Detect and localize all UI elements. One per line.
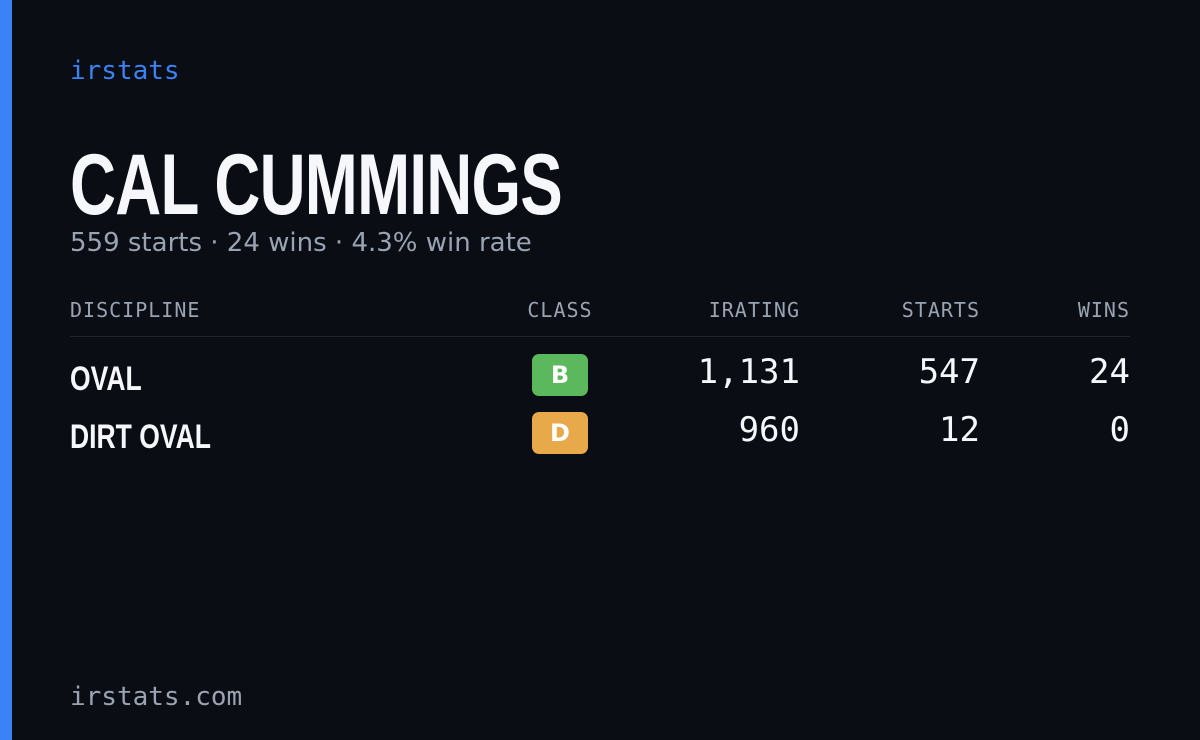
discipline: OVAL bbox=[70, 360, 142, 398]
starts: 547 bbox=[918, 352, 980, 392]
class-badge: D bbox=[532, 412, 588, 454]
header-rule bbox=[70, 336, 1130, 337]
driver-name: CAL CUMMINGS bbox=[70, 137, 563, 233]
wins: 0 bbox=[1109, 410, 1130, 450]
wins: 24 bbox=[1089, 352, 1130, 392]
driver-summary: 559 starts · 24 wins · 4.3% win rate bbox=[70, 228, 532, 258]
column-header: STARTS bbox=[901, 298, 980, 322]
starts: 12 bbox=[939, 410, 980, 450]
brand: irstats bbox=[70, 56, 180, 86]
class-badge: B bbox=[532, 354, 588, 396]
irating: 960 bbox=[738, 410, 800, 450]
column-header: DISCIPLINE bbox=[70, 298, 201, 322]
footer: irstats.com bbox=[70, 682, 243, 712]
column-header: WINS bbox=[1077, 298, 1130, 322]
discipline: DIRT OVAL bbox=[70, 418, 211, 456]
column-header: CLASS bbox=[527, 298, 593, 322]
irating: 1,131 bbox=[697, 352, 800, 392]
accent-bar bbox=[0, 0, 12, 740]
column-header: IRATING bbox=[708, 298, 800, 322]
